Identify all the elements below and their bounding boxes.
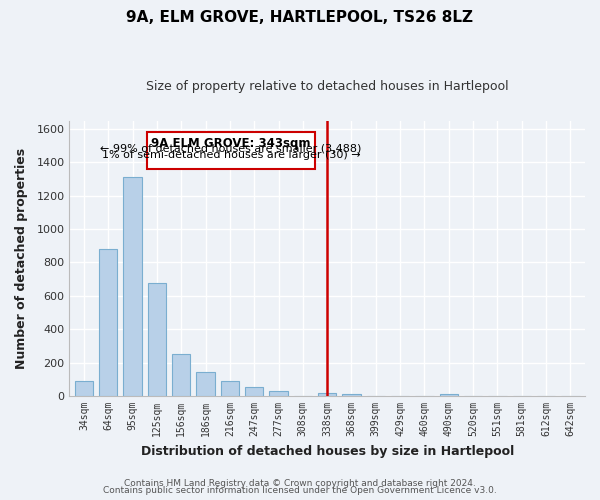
Bar (440, 394, 458, 396)
Bar (172, 354, 190, 396)
Text: Contains public sector information licensed under the Open Government Licence v3: Contains public sector information licen… (103, 486, 497, 495)
Title: Size of property relative to detached houses in Hartlepool: Size of property relative to detached ho… (146, 80, 508, 93)
Bar (245, 387, 263, 396)
Bar (124, 178, 142, 396)
Bar (318, 392, 336, 396)
Text: Contains HM Land Registry data © Crown copyright and database right 2024.: Contains HM Land Registry data © Crown c… (124, 478, 476, 488)
Text: 1% of semi-detached houses are larger (30) →: 1% of semi-detached houses are larger (3… (102, 150, 361, 160)
X-axis label: Distribution of detached houses by size in Hartlepool: Distribution of detached houses by size … (140, 444, 514, 458)
Text: 9A, ELM GROVE, HARTLEPOOL, TS26 8LZ: 9A, ELM GROVE, HARTLEPOOL, TS26 8LZ (127, 10, 473, 25)
Bar (221, 382, 239, 396)
Bar (343, 394, 361, 396)
Bar (148, 282, 166, 396)
Text: ← 99% of detached houses are smaller (3,488): ← 99% of detached houses are smaller (3,… (100, 144, 362, 154)
Bar (75, 382, 93, 396)
Bar (196, 372, 215, 396)
FancyBboxPatch shape (147, 132, 315, 169)
Bar (99, 249, 118, 396)
Bar (269, 391, 287, 396)
Y-axis label: Number of detached properties: Number of detached properties (15, 148, 28, 369)
Text: 9A ELM GROVE: 343sqm: 9A ELM GROVE: 343sqm (151, 137, 311, 150)
